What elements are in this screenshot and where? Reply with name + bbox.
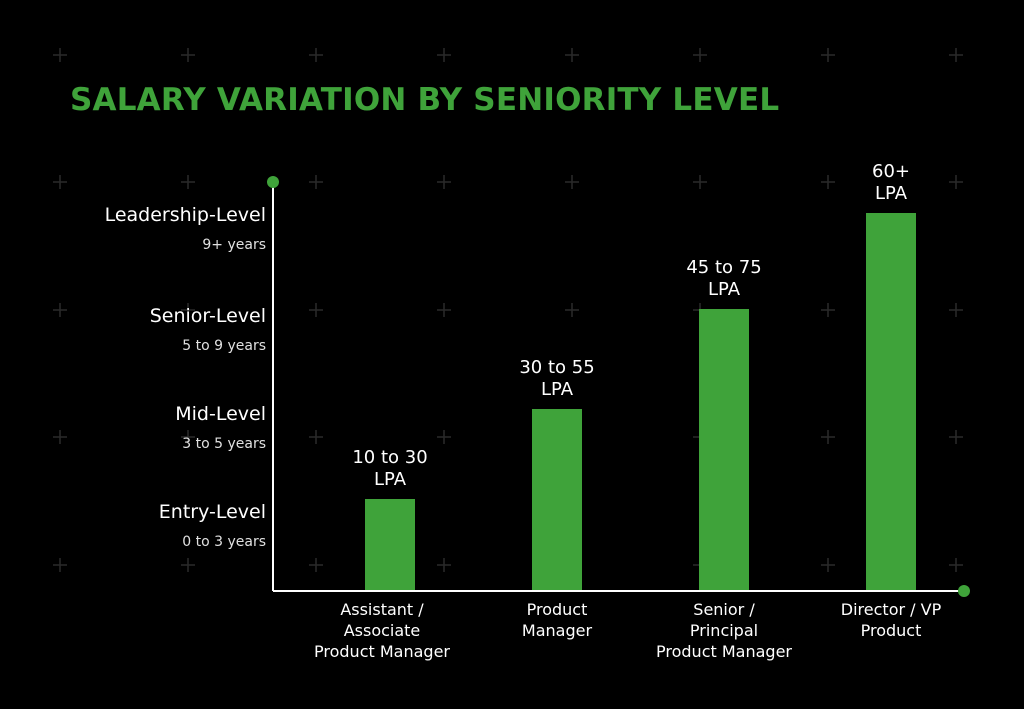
bars-group: [365, 213, 916, 591]
bar: [699, 309, 749, 591]
y-level-label: Senior-Level: [149, 305, 266, 327]
y-years-label: 3 to 5 years: [182, 436, 266, 452]
background-cross: [53, 175, 67, 189]
background-cross: [821, 430, 835, 444]
background-cross: [309, 48, 323, 62]
chart-title: SALARY VARIATION BY SENIORITY LEVEL: [70, 82, 780, 118]
background-cross: [181, 303, 195, 317]
background-cross: [565, 175, 579, 189]
y-level-label: Mid-Level: [175, 403, 266, 425]
background-cross: [181, 175, 195, 189]
bar-data-label: 60+ LPA: [872, 161, 910, 204]
background-cross: [821, 175, 835, 189]
x-category-label: Assistant / Associate Product Manager: [314, 600, 450, 661]
background-cross: [949, 175, 963, 189]
background-cross: [949, 303, 963, 317]
background-cross: [309, 430, 323, 444]
x-category-label: Senior / Principal Product Manager: [656, 600, 792, 661]
background-cross: [181, 430, 195, 444]
x-axis-end-dot: [958, 585, 970, 597]
background-cross: [693, 48, 707, 62]
y-axis-end-dot: [267, 176, 279, 188]
y-level-label: Leadership-Level: [104, 204, 266, 226]
bar-data-label: 45 to 75 LPA: [686, 257, 762, 300]
background-cross: [437, 430, 451, 444]
background-cross: [53, 48, 67, 62]
background-cross: [949, 430, 963, 444]
background-cross: [309, 175, 323, 189]
bar-data-label: 10 to 30 LPA: [352, 447, 428, 490]
bar: [866, 213, 916, 591]
background-cross: [437, 303, 451, 317]
background-cross: [309, 558, 323, 572]
background-cross: [437, 558, 451, 572]
y-years-label: 5 to 9 years: [182, 338, 266, 354]
bar: [365, 499, 415, 591]
bar-data-label: 30 to 55 LPA: [519, 357, 595, 400]
background-cross: [53, 558, 67, 572]
background-cross: [949, 558, 963, 572]
y-level-label: Entry-Level: [158, 501, 266, 523]
background-cross: [181, 48, 195, 62]
background-crosses: [53, 48, 963, 572]
background-cross: [181, 558, 195, 572]
background-cross: [53, 303, 67, 317]
background-cross: [949, 48, 963, 62]
background-cross: [565, 48, 579, 62]
background-cross: [53, 430, 67, 444]
y-years-label: 9+ years: [202, 237, 266, 253]
background-cross: [565, 303, 579, 317]
background-cross: [821, 48, 835, 62]
background-cross: [693, 175, 707, 189]
bar: [532, 409, 582, 591]
background-cross: [821, 558, 835, 572]
x-category-label: Director / VP Product: [840, 600, 942, 640]
background-cross: [437, 48, 451, 62]
background-cross: [437, 175, 451, 189]
x-category-label: Product Manager: [521, 600, 593, 640]
y-years-label: 0 to 3 years: [182, 534, 266, 550]
background-cross: [821, 303, 835, 317]
background-cross: [309, 303, 323, 317]
